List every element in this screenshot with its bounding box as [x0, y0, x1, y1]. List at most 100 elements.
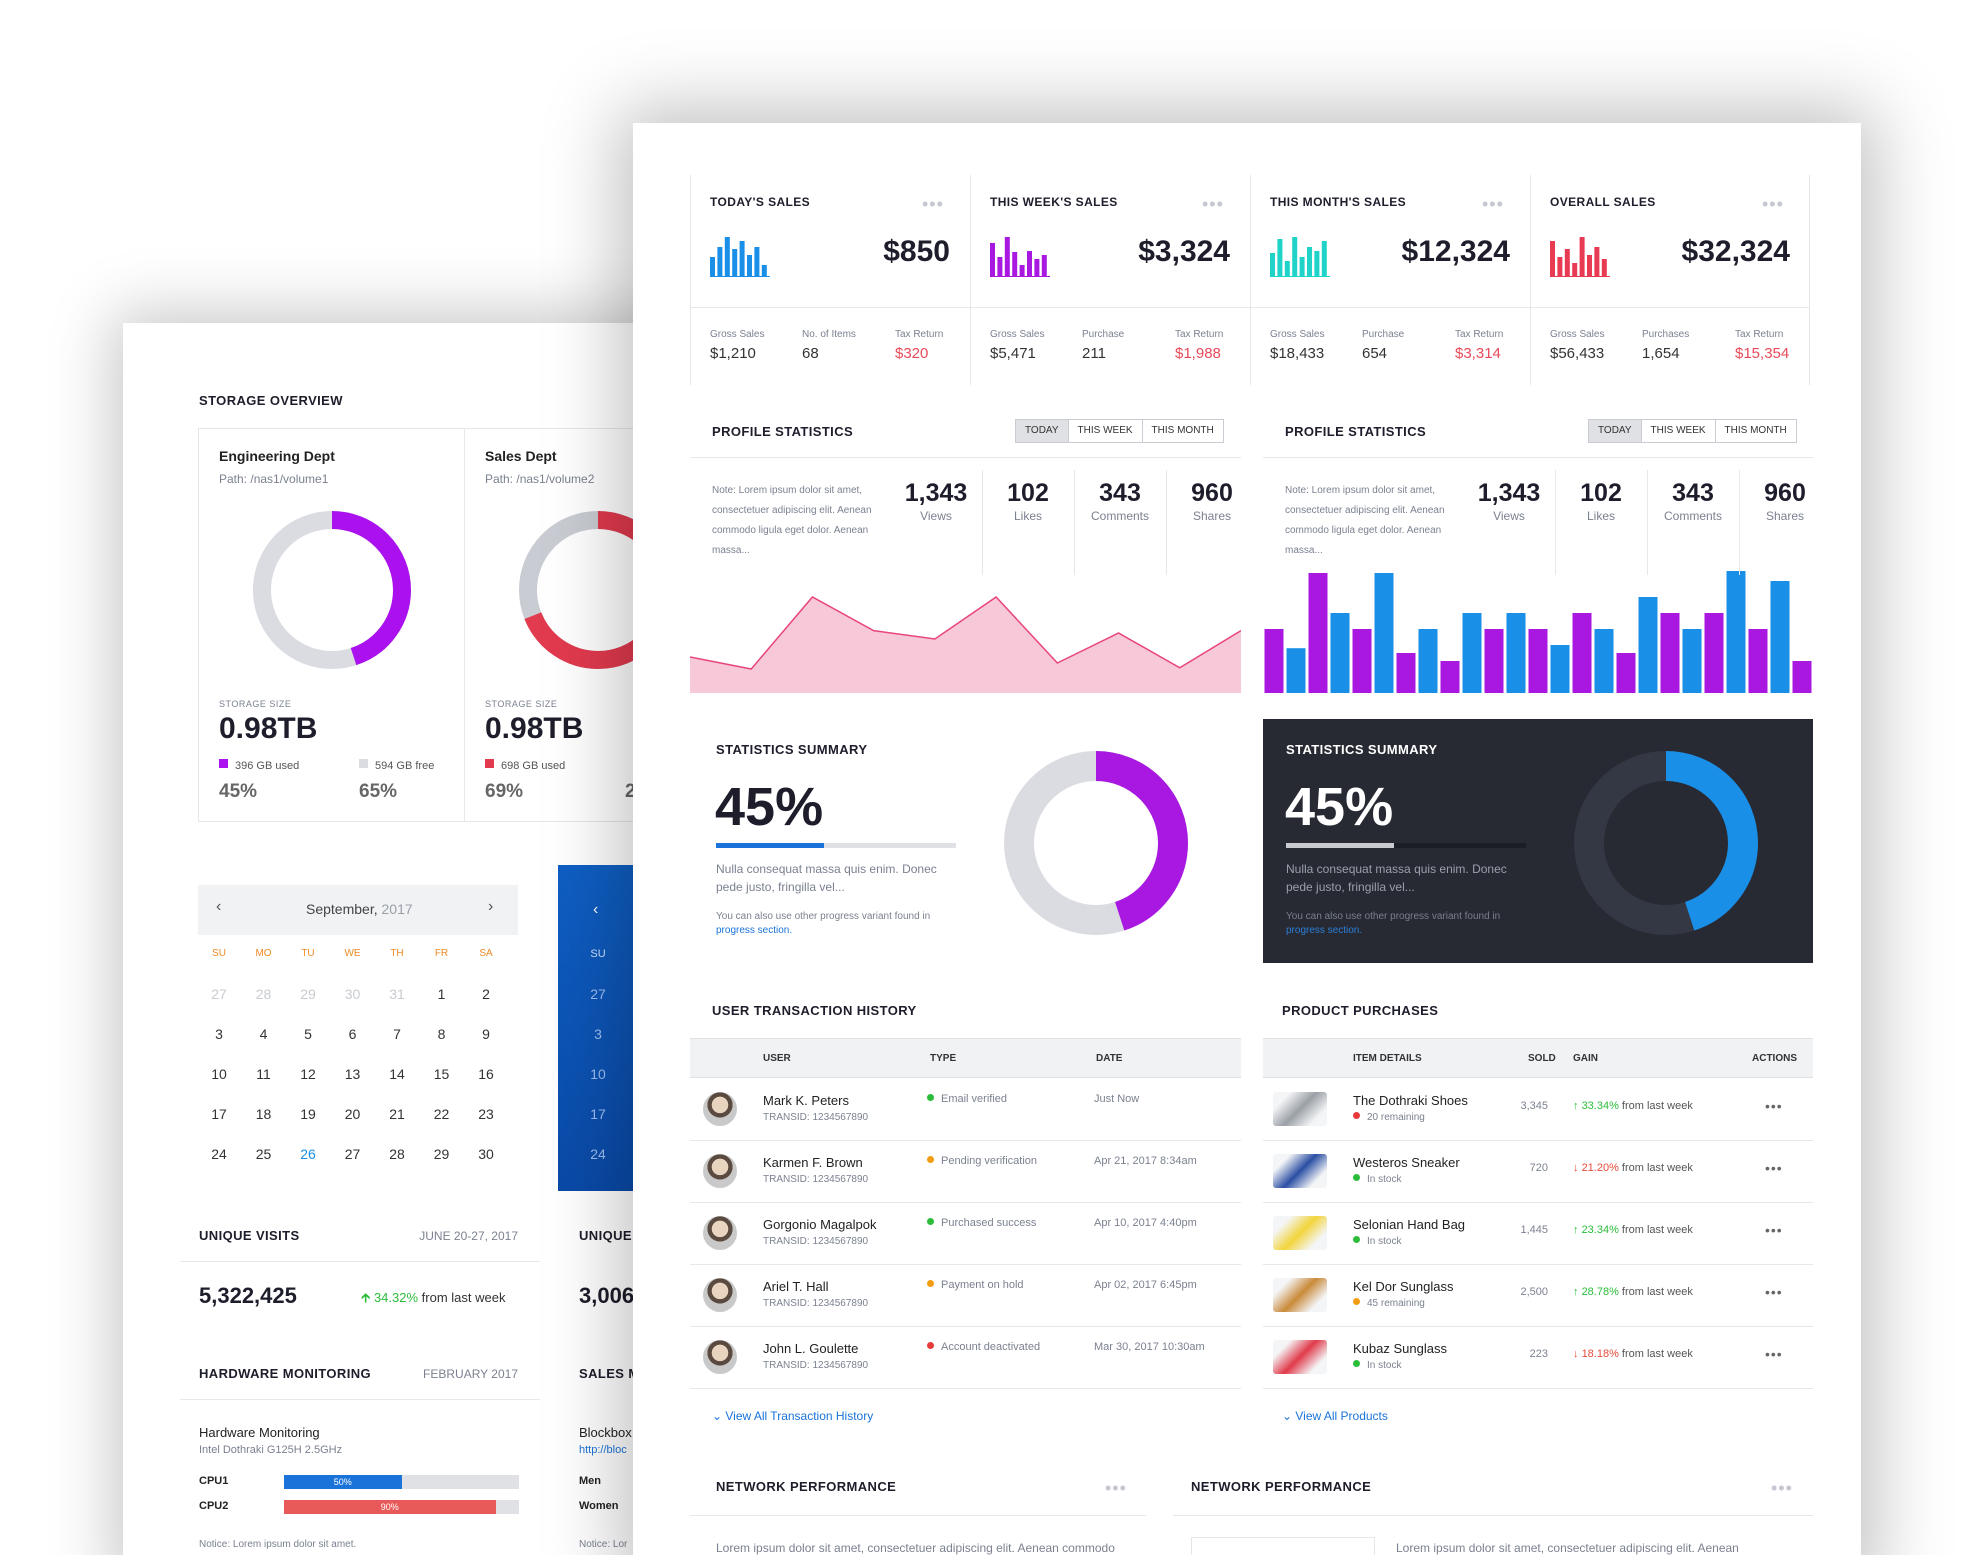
calendar-day[interactable]: 2 — [482, 986, 490, 1002]
period-tab[interactable]: THIS MONTH — [1141, 420, 1223, 442]
row-actions-button[interactable]: ••• — [1765, 1098, 1783, 1114]
calendar-day[interactable]: 27 — [344, 1146, 361, 1162]
calendar-day[interactable]: 17 — [211, 1106, 227, 1122]
view-all-products-link[interactable]: ⌄ View All Products — [1282, 1409, 1388, 1423]
product-name[interactable]: Selonian Hand Bag — [1353, 1217, 1466, 1232]
blue-calendar-date[interactable]: 24 — [590, 1146, 606, 1162]
calendar-prev-button[interactable]: ‹ — [216, 898, 222, 915]
period-tab[interactable]: THIS MONTH — [1714, 420, 1796, 442]
calendar-day[interactable]: 16 — [478, 1066, 494, 1082]
profile-stat-label: Likes — [1586, 509, 1615, 523]
calendar-day[interactable]: 8 — [437, 1026, 446, 1042]
product-name[interactable]: Westeros Sneaker — [1353, 1155, 1460, 1170]
calendar-day[interactable]: 14 — [389, 1066, 405, 1082]
calendar-day[interactable]: 6 — [348, 1026, 357, 1042]
profile-period-tabs: TODAY THIS WEEK THIS MONTH — [1015, 419, 1224, 443]
calendar-day[interactable]: 18 — [255, 1106, 272, 1122]
calendar-day[interactable]: 24 — [211, 1146, 227, 1162]
blockbox-link[interactable]: http://bloc — [579, 1444, 627, 1456]
calendar-day[interactable]: 13 — [344, 1066, 361, 1082]
user-name[interactable]: Gorgonio Magalpok — [763, 1217, 877, 1232]
product-name[interactable]: The Dothraki Shoes — [1353, 1093, 1468, 1108]
user-name[interactable]: Mark K. Peters — [763, 1093, 849, 1108]
calendar-day[interactable]: 7 — [393, 1026, 401, 1042]
blue-calendar-date[interactable]: 27 — [590, 986, 606, 1002]
calendar-day[interactable]: 29 — [300, 986, 316, 1002]
calendar-day[interactable]: 26 — [300, 1146, 316, 1162]
calendar-day[interactable]: 5 — [304, 1026, 312, 1042]
calendar-day[interactable]: 10 — [211, 1066, 227, 1082]
network-menu-dots-2[interactable]: ••• — [1771, 1478, 1793, 1498]
sales-mini-bar — [754, 247, 760, 277]
row-actions-button[interactable]: ••• — [1765, 1222, 1783, 1238]
calendar-day[interactable]: 30 — [344, 986, 361, 1002]
profile-bar — [1572, 613, 1592, 693]
calendar-day[interactable]: 9 — [482, 1026, 490, 1042]
user-name[interactable]: John L. Goulette — [763, 1341, 859, 1356]
blue-calendar-prev[interactable]: ‹ — [593, 901, 599, 918]
view-all-transactions-link[interactable]: ⌄ View All Transaction History — [712, 1409, 874, 1423]
sales-mini-bar — [739, 241, 745, 277]
product-name[interactable]: Kel Dor Sunglass — [1353, 1279, 1454, 1294]
calendar-day[interactable]: 23 — [478, 1106, 494, 1122]
sales-mini-bar — [990, 243, 995, 277]
user-name[interactable]: Ariel T. Hall — [763, 1279, 829, 1294]
sales-mini-bar — [1557, 257, 1563, 277]
storage-donut-engineering — [253, 511, 411, 669]
sales-card-menu-dots[interactable]: ••• — [922, 194, 944, 214]
blue-calendar-date[interactable]: 3 — [594, 1026, 602, 1042]
calendar-day[interactable]: 20 — [344, 1106, 361, 1122]
calendar-day[interactable]: 19 — [300, 1106, 316, 1122]
gain-value: 18.18% — [1581, 1348, 1619, 1360]
blue-calendar-date[interactable]: 17 — [590, 1106, 606, 1122]
calendar-day[interactable]: 30 — [478, 1146, 494, 1162]
calendar-day[interactable]: 1 — [437, 986, 446, 1002]
calendar-day[interactable]: 28 — [255, 986, 272, 1002]
row-actions-button[interactable]: ••• — [1765, 1346, 1783, 1362]
calendar-day[interactable]: 25 — [255, 1146, 272, 1162]
product-name[interactable]: Kubaz Sunglass — [1353, 1341, 1447, 1356]
profile-bar — [1616, 653, 1636, 693]
calendar-day[interactable]: 15 — [433, 1066, 450, 1082]
calendar-day[interactable]: 28 — [389, 1146, 405, 1162]
col-user: USER — [763, 1053, 791, 1064]
summary-donut-dark — [1574, 751, 1758, 935]
period-tab[interactable]: TODAY — [1016, 420, 1068, 442]
progress-section-link-dark[interactable]: progress section. — [1286, 925, 1363, 936]
transaction-id: TRANSID: 1234567890 — [763, 1360, 869, 1371]
sales-card-menu-dots[interactable]: ••• — [1202, 194, 1224, 214]
sales-stat-value: $18,433 — [1270, 345, 1325, 362]
calendar-day[interactable]: 4 — [259, 1026, 268, 1042]
calendar-day[interactable]: 27 — [211, 986, 227, 1002]
status-dot — [927, 1094, 934, 1101]
calendar-day[interactable]: 3 — [215, 1026, 223, 1042]
unique-visits-title-2: UNIQUE — [579, 1228, 632, 1243]
calendar-day[interactable]: 31 — [389, 986, 405, 1002]
sales-card-menu-dots[interactable]: ••• — [1482, 194, 1504, 214]
transaction-date: Apr 02, 2017 6:45pm — [1094, 1279, 1197, 1291]
calendar-day[interactable]: 21 — [389, 1106, 405, 1122]
calendar-day[interactable]: 11 — [256, 1066, 271, 1082]
sales-stat-value: $15,354 — [1735, 345, 1790, 362]
row-actions-button[interactable]: ••• — [1765, 1284, 1783, 1300]
network-menu-dots[interactable]: ••• — [1105, 1478, 1127, 1498]
profile-bar — [1264, 629, 1284, 693]
period-tab[interactable]: THIS WEEK — [1067, 420, 1142, 442]
summary-note: You can also use other progress variant … — [716, 911, 931, 922]
blue-calendar-date[interactable]: 10 — [590, 1066, 606, 1082]
user-name[interactable]: Karmen F. Brown — [763, 1155, 863, 1170]
period-tab[interactable]: THIS WEEK — [1640, 420, 1715, 442]
profile-bar — [1682, 629, 1702, 693]
calendar-day[interactable]: 22 — [433, 1106, 450, 1122]
cpu-label: CPU1 — [199, 1475, 229, 1487]
sales-card-menu-dots[interactable]: ••• — [1762, 194, 1784, 214]
calendar-day[interactable]: 12 — [300, 1066, 316, 1082]
transaction-type: Pending verification — [927, 1155, 1037, 1167]
period-tab[interactable]: TODAY — [1589, 420, 1641, 442]
calendar-next-button[interactable]: › — [488, 898, 494, 915]
calendar-day[interactable]: 29 — [433, 1146, 450, 1162]
progress-section-link[interactable]: progress section. — [716, 925, 793, 936]
product-sold: 1,445 — [1520, 1224, 1548, 1236]
row-actions-button[interactable]: ••• — [1765, 1160, 1783, 1176]
transaction-date: Just Now — [1094, 1093, 1140, 1105]
